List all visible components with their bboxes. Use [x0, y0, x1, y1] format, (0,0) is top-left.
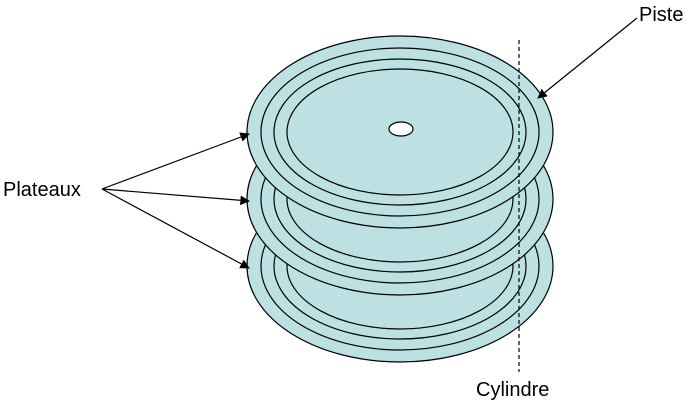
piste-label: Piste	[639, 4, 683, 26]
track-ring	[273, 58, 527, 206]
arrow-to-top-platter	[101, 132, 250, 190]
cylindre-label: Cylindre	[476, 379, 549, 401]
arrow-to-track	[537, 17, 638, 99]
plateaux-label: Plateaux	[3, 179, 81, 201]
track-ring	[286, 68, 514, 196]
spindle-hole	[388, 121, 414, 137]
track-ring	[260, 47, 540, 217]
plateaux-arrows	[101, 132, 250, 269]
arrow-to-bottom-platter	[101, 188, 250, 269]
platter-stack	[246, 35, 554, 363]
arrow-to-middle-platter	[101, 188, 250, 206]
